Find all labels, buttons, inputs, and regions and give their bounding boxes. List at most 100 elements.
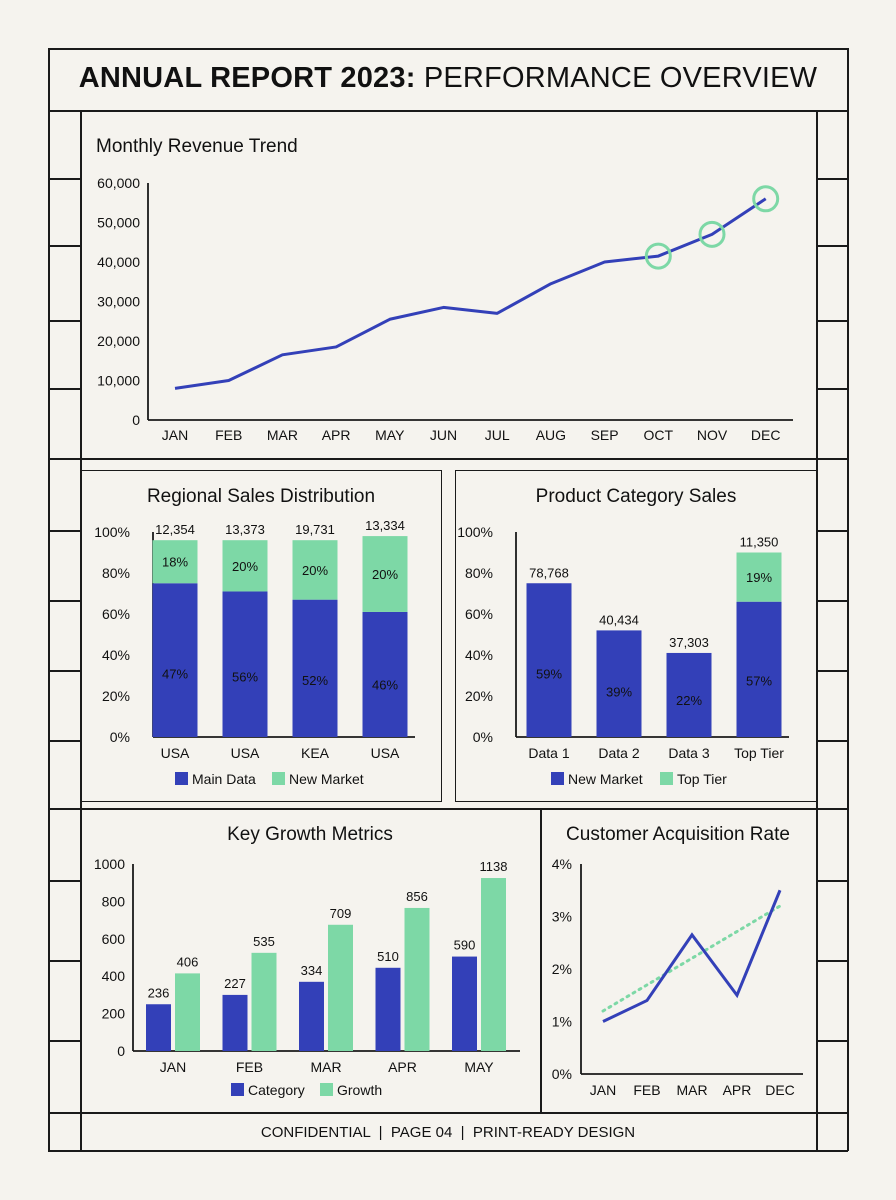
bar — [404, 907, 430, 1051]
y-tick-label: 20,000 — [97, 333, 140, 349]
x-tick-label: DEC — [751, 427, 781, 443]
x-tick-label: APR — [388, 1059, 417, 1075]
bar-total-label: 13,334 — [365, 518, 405, 533]
divider-2 — [48, 808, 848, 810]
bar-segment — [222, 591, 268, 737]
y-tick-label: 400 — [102, 968, 126, 984]
bar-total-label: 19,731 — [295, 522, 335, 537]
x-tick-label: JUN — [430, 427, 457, 443]
footer-text: CONFIDENTIAL | PAGE 04 | PRINT-READY DES… — [260, 1124, 636, 1141]
y-tick-label: 800 — [102, 893, 126, 909]
y-tick-label: 4% — [552, 856, 572, 872]
bar-total-label: 78,768 — [529, 565, 569, 580]
y-tick-label: 20% — [102, 688, 130, 704]
bar-percent-label: 52% — [302, 673, 328, 688]
page-title: ANNUAL REPORT 2023: PERFORMANCE OVERVIEW — [78, 62, 818, 94]
y-tick-label: 40,000 — [97, 254, 140, 270]
x-tick-label: JUL — [485, 427, 510, 443]
x-tick-label: SEP — [591, 427, 619, 443]
regional-chart-title: Regional Sales Distribution — [146, 486, 376, 507]
x-tick-label: MAR — [267, 427, 298, 443]
bar-segment — [222, 540, 268, 592]
bar-segment — [526, 583, 572, 737]
x-tick-label: JAN — [590, 1082, 616, 1098]
x-tick-label: USA — [161, 745, 190, 761]
x-tick-label: MAR — [310, 1059, 341, 1075]
highlight-marker — [752, 185, 780, 213]
rail-tick — [48, 600, 80, 602]
legend-swatch — [272, 772, 285, 785]
legend-swatch — [320, 1083, 333, 1096]
bar-segment — [362, 536, 408, 612]
bar — [452, 956, 477, 1051]
rail-tick — [48, 670, 80, 672]
rail-tick — [48, 740, 80, 742]
x-tick-label: Data 3 — [668, 745, 709, 761]
bar-percent-label: 20% — [232, 559, 258, 574]
regional-panel — [80, 470, 442, 802]
rail-tick — [48, 1040, 80, 1042]
x-tick-label: JAN — [160, 1059, 186, 1075]
legend-swatch — [231, 1083, 244, 1096]
x-tick-label: KEA — [301, 745, 330, 761]
legend-label: New Market — [568, 771, 643, 787]
bar — [222, 994, 248, 1051]
bar-total-label: 12,354 — [155, 522, 195, 537]
x-tick-label: FEB — [236, 1059, 263, 1075]
y-tick-label: 3% — [552, 909, 572, 925]
x-tick-label: JAN — [162, 427, 188, 443]
bar-percent-label: 59% — [536, 667, 562, 682]
frame-bottom — [48, 1150, 848, 1152]
bar-value-label: 510 — [377, 949, 399, 964]
x-tick-label: AUG — [536, 427, 566, 443]
rail-tick — [816, 388, 848, 390]
highlight-marker — [644, 242, 672, 270]
bar — [251, 952, 277, 1051]
y-tick-label: 20% — [465, 688, 493, 704]
bar — [375, 967, 401, 1051]
x-tick-label: Data 2 — [598, 745, 639, 761]
y-tick-label: 0% — [552, 1066, 572, 1082]
frame-top — [48, 48, 848, 50]
divider-bottom-split — [540, 808, 542, 1112]
bar-segment — [362, 611, 408, 737]
trend-line — [601, 904, 782, 1013]
y-tick-label: 1000 — [94, 856, 125, 872]
bar-value-label: 709 — [330, 906, 352, 921]
bar — [175, 973, 200, 1051]
rail-tick — [816, 670, 848, 672]
legend-label: Growth — [337, 1082, 382, 1098]
y-tick-label: 40% — [102, 647, 130, 663]
bar-segment — [736, 601, 782, 737]
bar-percent-label: 39% — [606, 684, 632, 699]
x-tick-label: Top Tier — [734, 745, 784, 761]
y-tick-label: 30,000 — [97, 294, 140, 310]
rail-tick — [816, 740, 848, 742]
bar-percent-label: 20% — [372, 567, 398, 582]
rail-tick — [48, 178, 80, 180]
y-tick-label: 60% — [102, 606, 130, 622]
x-tick-label: MAY — [464, 1059, 494, 1075]
highlight-marker — [698, 220, 726, 248]
bar-segment — [596, 630, 642, 737]
y-tick-label: 0% — [110, 729, 130, 745]
rail-tick — [816, 245, 848, 247]
bar-percent-label: 47% — [162, 667, 188, 682]
x-tick-label: OCT — [644, 427, 674, 443]
legend-swatch — [175, 772, 188, 785]
y-tick-label: 10,000 — [97, 373, 140, 389]
y-tick-label: 60,000 — [97, 175, 140, 191]
divider-title — [48, 110, 848, 112]
y-tick-label: 0 — [132, 412, 140, 428]
bar-value-label: 535 — [253, 934, 275, 949]
y-tick-label: 80% — [102, 565, 130, 581]
y-tick-label: 60% — [465, 606, 493, 622]
bar-segment — [292, 599, 338, 737]
bar-segment — [666, 652, 712, 737]
legend-label: New Market — [289, 771, 364, 787]
y-tick-label: 0 — [117, 1043, 125, 1059]
bar-percent-label: 18% — [162, 555, 188, 570]
y-tick-label: 100% — [457, 524, 493, 540]
